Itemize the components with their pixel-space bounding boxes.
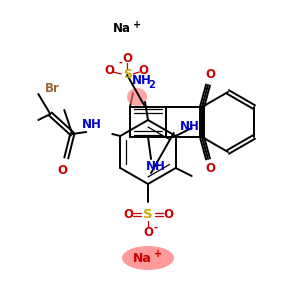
Text: NH: NH [146,160,166,173]
Text: Na: Na [113,22,131,35]
Text: S: S [123,68,132,82]
Text: 2: 2 [148,80,155,90]
Text: Na: Na [133,251,152,265]
Text: O: O [57,164,67,176]
Text: O: O [123,208,133,220]
Text: NH: NH [82,118,102,130]
Text: O: O [163,208,173,220]
Text: Br: Br [45,82,60,94]
Text: O: O [122,52,132,65]
Text: NH: NH [180,119,200,133]
Text: -: - [118,58,122,68]
Text: O: O [104,64,114,77]
Text: NH: NH [132,74,152,88]
Text: O: O [205,68,215,82]
Text: +: + [154,249,162,259]
Text: S: S [143,208,153,220]
Text: O: O [138,64,148,77]
Text: O: O [143,226,153,238]
Ellipse shape [122,246,174,270]
Ellipse shape [127,88,147,106]
Text: -: - [154,223,158,233]
Text: O: O [205,163,215,176]
Text: +: + [133,20,141,30]
